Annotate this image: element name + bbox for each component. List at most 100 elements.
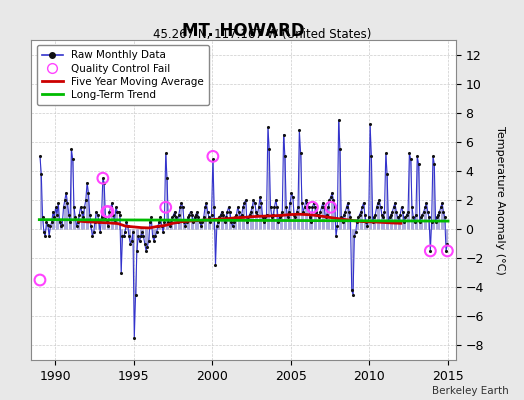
Point [345, 208, 353, 215]
Point [319, 200, 327, 206]
Point [219, 211, 227, 218]
Point [62, 190, 70, 196]
Point [174, 211, 183, 218]
Point [230, 219, 238, 225]
Point [387, 211, 395, 218]
Point [423, 208, 432, 215]
Point [100, 179, 108, 186]
Point [291, 214, 300, 221]
Point [320, 204, 329, 210]
Point [375, 197, 384, 203]
Point [104, 223, 112, 229]
Point [287, 190, 296, 196]
Point [218, 208, 226, 215]
Point [213, 223, 221, 229]
Point [413, 153, 421, 160]
Point [326, 194, 335, 200]
Point [106, 204, 115, 210]
Point [159, 229, 167, 235]
Point [143, 243, 151, 250]
Point [161, 204, 170, 210]
Point [108, 200, 116, 206]
Point [119, 233, 128, 240]
Point [164, 219, 172, 225]
Point [180, 219, 188, 225]
Point [240, 200, 248, 206]
Point [363, 223, 372, 229]
Point [304, 204, 313, 210]
Point [133, 248, 141, 254]
Point [72, 223, 81, 229]
Point [355, 211, 364, 218]
Point [315, 214, 323, 221]
Point [366, 121, 374, 128]
Point [386, 214, 394, 221]
Point [367, 153, 376, 160]
Point [438, 200, 446, 206]
Point [172, 214, 180, 221]
Point [147, 214, 156, 221]
Point [353, 219, 361, 225]
Point [154, 223, 162, 229]
Point [185, 211, 193, 218]
Point [373, 204, 381, 210]
Point [82, 197, 90, 203]
Point [192, 211, 200, 218]
Point [305, 214, 314, 221]
Point [405, 150, 413, 157]
Point [37, 171, 46, 177]
Point [380, 208, 389, 215]
Point [404, 208, 412, 215]
Point [346, 214, 355, 221]
Point [151, 233, 159, 240]
Point [221, 219, 229, 225]
Point [45, 233, 53, 240]
Point [83, 179, 91, 186]
Point [279, 131, 288, 138]
Point [402, 211, 411, 218]
Point [160, 219, 169, 225]
Point [188, 211, 196, 218]
Point [349, 291, 357, 298]
Point [326, 204, 335, 210]
Point [435, 208, 444, 215]
Point [79, 214, 88, 221]
Point [114, 208, 123, 215]
Point [331, 204, 339, 210]
Point [87, 223, 95, 229]
Point [274, 219, 282, 225]
Point [99, 175, 107, 181]
Point [134, 233, 143, 240]
Point [111, 219, 119, 225]
Point [166, 223, 174, 229]
Point [292, 208, 301, 215]
Point [271, 197, 280, 203]
Point [46, 223, 54, 229]
Point [99, 175, 107, 181]
Point [308, 204, 316, 210]
Point [235, 208, 243, 215]
Point [78, 208, 86, 215]
Text: Berkeley Earth: Berkeley Earth [432, 386, 508, 396]
Point [342, 204, 351, 210]
Point [323, 211, 331, 218]
Point [216, 211, 225, 218]
Point [344, 200, 352, 206]
Point [239, 204, 247, 210]
Point [58, 222, 67, 228]
Point [429, 153, 437, 160]
Point [414, 160, 423, 167]
Point [105, 208, 114, 215]
Point [92, 208, 101, 215]
Point [416, 219, 424, 225]
Point [171, 208, 179, 215]
Point [169, 211, 178, 218]
Legend: Raw Monthly Data, Quality Control Fail, Five Year Moving Average, Long-Term Tren: Raw Monthly Data, Quality Control Fail, … [37, 45, 209, 105]
Point [95, 219, 103, 225]
Point [265, 146, 274, 152]
Point [54, 200, 62, 206]
Point [247, 208, 255, 215]
Point [90, 229, 98, 235]
Point [36, 153, 44, 160]
Point [261, 214, 269, 221]
